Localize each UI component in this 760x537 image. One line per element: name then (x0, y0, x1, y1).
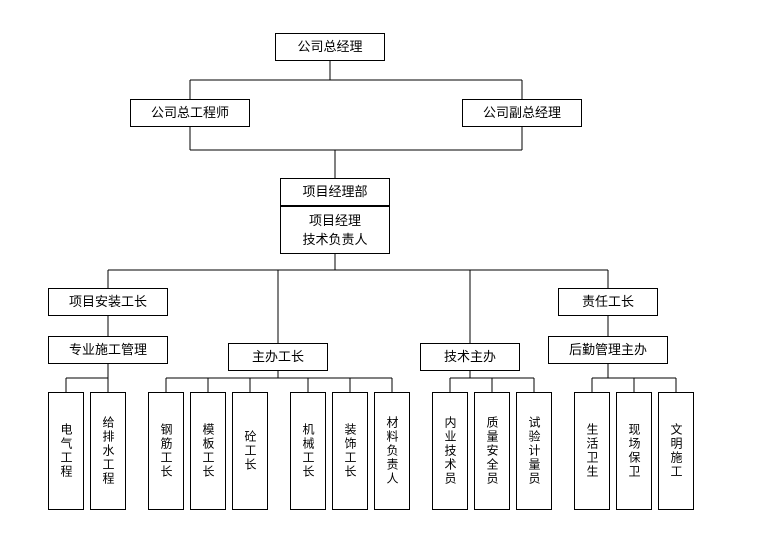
node-v14: 文明施工 (658, 392, 694, 510)
node-v1: 电气工程 (48, 392, 84, 510)
node-v10: 质量安全员 (474, 392, 510, 510)
node-v9: 内业技术员 (432, 392, 468, 510)
node-v6: 机械工长 (290, 392, 326, 510)
node-pm-tech: 项目经理 技术负责人 (280, 206, 390, 254)
node-chief-eng: 公司总工程师 (130, 99, 250, 127)
node-v7: 装饰工长 (332, 392, 368, 510)
node-v5: 砼工长 (232, 392, 268, 510)
node-logistics: 后勤管理主办 (548, 336, 668, 364)
node-deputy-gm: 公司副总经理 (462, 99, 582, 127)
node-gm: 公司总经理 (275, 33, 385, 61)
node-v4: 模板工长 (190, 392, 226, 510)
node-v13: 现场保卫 (616, 392, 652, 510)
node-prof-mgmt: 专业施工管理 (48, 336, 168, 364)
node-main-fore: 主办工长 (228, 343, 328, 371)
node-resp-fore: 责任工长 (558, 288, 658, 316)
node-pm-dept: 项目经理部 (280, 178, 390, 206)
node-v11: 试验计量员 (516, 392, 552, 510)
node-tech-main: 技术主办 (420, 343, 520, 371)
node-install-fore: 项目安装工长 (48, 288, 168, 316)
node-v2: 给排水工程 (90, 392, 126, 510)
node-v3: 钢筋工长 (148, 392, 184, 510)
node-v8: 材料负责人 (374, 392, 410, 510)
node-v12: 生活卫生 (574, 392, 610, 510)
